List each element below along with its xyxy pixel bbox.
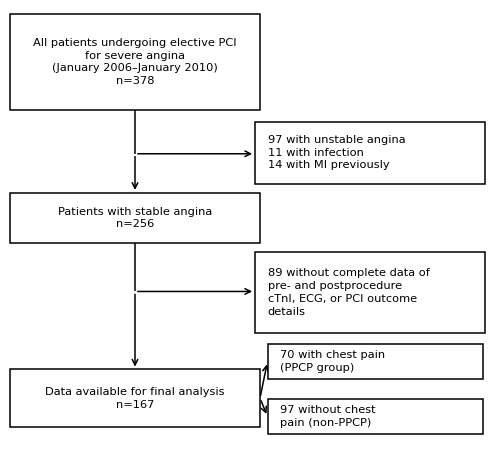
Text: 70 with chest pain
(PPCP group): 70 with chest pain (PPCP group) bbox=[280, 350, 385, 373]
FancyBboxPatch shape bbox=[10, 14, 260, 110]
FancyBboxPatch shape bbox=[268, 399, 482, 434]
FancyBboxPatch shape bbox=[255, 122, 485, 184]
FancyBboxPatch shape bbox=[255, 252, 485, 333]
Text: 89 without complete data of
pre- and postprocedure
cTnI, ECG, or PCI outcome
det: 89 without complete data of pre- and pos… bbox=[268, 269, 430, 317]
Text: Data available for final analysis
n=167: Data available for final analysis n=167 bbox=[45, 387, 225, 409]
FancyBboxPatch shape bbox=[10, 193, 260, 243]
Text: 97 with unstable angina
11 with infection
14 with MI previously: 97 with unstable angina 11 with infectio… bbox=[268, 135, 405, 170]
Text: All patients undergoing elective PCI
for severe angina
(January 2006–January 201: All patients undergoing elective PCI for… bbox=[33, 38, 237, 86]
FancyBboxPatch shape bbox=[268, 344, 482, 379]
FancyBboxPatch shape bbox=[10, 369, 260, 427]
Text: Patients with stable angina
n=256: Patients with stable angina n=256 bbox=[58, 207, 212, 230]
Text: 97 without chest
pain (non-PPCP): 97 without chest pain (non-PPCP) bbox=[280, 405, 376, 428]
